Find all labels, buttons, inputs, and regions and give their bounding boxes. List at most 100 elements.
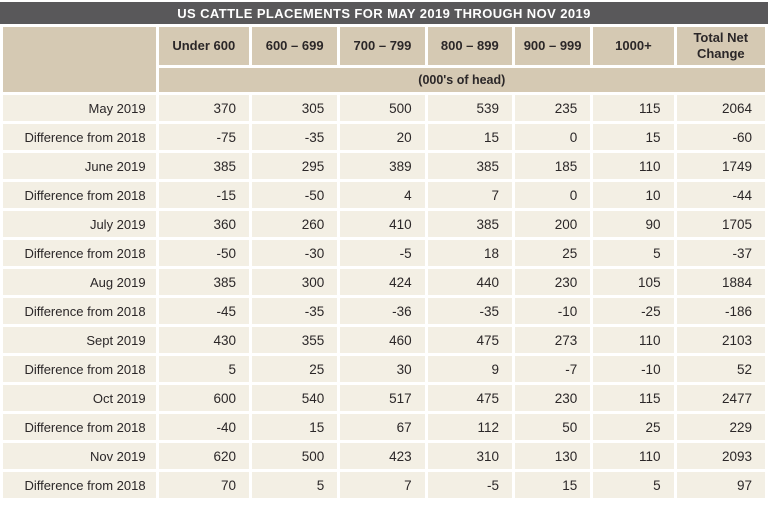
col-header-600-699: 600 – 699 bbox=[251, 27, 338, 65]
value-cell: 360 bbox=[158, 211, 249, 237]
value-cell: 235 bbox=[514, 95, 591, 121]
value-cell: 517 bbox=[340, 385, 425, 411]
value-cell: 0 bbox=[514, 124, 591, 150]
row-label: May 2019 bbox=[3, 95, 156, 121]
value-cell: 15 bbox=[593, 124, 674, 150]
value-cell: 9 bbox=[427, 356, 512, 382]
row-label: June 2019 bbox=[3, 153, 156, 179]
value-cell: -45 bbox=[158, 298, 249, 324]
table-row: Difference from 2018 -50 -30 -5 18 25 5 -37 bbox=[3, 240, 765, 266]
value-cell: 370 bbox=[158, 95, 249, 121]
value-cell: 2477 bbox=[676, 385, 765, 411]
title-bar: US CATTLE PLACEMENTS FOR MAY 2019 THROUG… bbox=[0, 2, 768, 24]
value-cell: 30 bbox=[340, 356, 425, 382]
value-cell: 440 bbox=[427, 269, 512, 295]
value-cell: 385 bbox=[158, 153, 249, 179]
value-cell: 1705 bbox=[676, 211, 765, 237]
value-cell: 500 bbox=[340, 95, 425, 121]
value-cell: 424 bbox=[340, 269, 425, 295]
value-cell: 385 bbox=[158, 269, 249, 295]
value-cell: 110 bbox=[593, 327, 674, 353]
value-cell: -10 bbox=[593, 356, 674, 382]
value-cell: 5 bbox=[251, 472, 338, 498]
value-cell: 105 bbox=[593, 269, 674, 295]
corner-cell bbox=[3, 27, 156, 92]
table-row: Difference from 2018 -15 -50 4 7 0 10 -44 bbox=[3, 182, 765, 208]
value-cell: 389 bbox=[340, 153, 425, 179]
value-cell: 115 bbox=[593, 95, 674, 121]
table-row: Aug 2019 385 300 424 440 230 105 1884 bbox=[3, 269, 765, 295]
table-row: Difference from 2018 -45 -35 -36 -35 -10 -25 -1… bbox=[3, 298, 765, 324]
row-label: Difference from 2018 bbox=[3, 356, 156, 382]
row-label: Sept 2019 bbox=[3, 327, 156, 353]
value-cell: -35 bbox=[251, 124, 338, 150]
value-cell: 67 bbox=[340, 414, 425, 440]
value-cell: 410 bbox=[340, 211, 425, 237]
col-header-800-899: 800 – 899 bbox=[427, 27, 512, 65]
value-cell: 475 bbox=[427, 385, 512, 411]
page-title: US CATTLE PLACEMENTS FOR MAY 2019 THROUG… bbox=[177, 5, 591, 21]
value-cell: 385 bbox=[427, 153, 512, 179]
table-row: Difference from 2018 70 5 7 -5 15 5 97 bbox=[3, 472, 765, 498]
row-label: Difference from 2018 bbox=[3, 240, 156, 266]
value-cell: -30 bbox=[251, 240, 338, 266]
value-cell: 2093 bbox=[676, 443, 765, 469]
row-label: Difference from 2018 bbox=[3, 182, 156, 208]
table-row: Nov 2019 620 500 423 310 130 110 2093 bbox=[3, 443, 765, 469]
value-cell: 115 bbox=[593, 385, 674, 411]
value-cell: 90 bbox=[593, 211, 674, 237]
value-cell: 4 bbox=[340, 182, 425, 208]
value-cell: 7 bbox=[340, 472, 425, 498]
value-cell: -75 bbox=[158, 124, 249, 150]
col-header-1000-plus: 1000+ bbox=[593, 27, 674, 65]
value-cell: 460 bbox=[340, 327, 425, 353]
value-cell: 70 bbox=[158, 472, 249, 498]
value-cell: -50 bbox=[158, 240, 249, 266]
value-cell: -15 bbox=[158, 182, 249, 208]
value-cell: 295 bbox=[251, 153, 338, 179]
value-cell: 110 bbox=[593, 443, 674, 469]
value-cell: 1749 bbox=[676, 153, 765, 179]
value-cell: 355 bbox=[251, 327, 338, 353]
value-cell: 20 bbox=[340, 124, 425, 150]
value-cell: 5 bbox=[158, 356, 249, 382]
col-header-total-net-change: Total Net Change bbox=[676, 27, 765, 65]
unit-row: (000's of head) bbox=[3, 68, 765, 92]
value-cell: -35 bbox=[251, 298, 338, 324]
value-cell: -50 bbox=[251, 182, 338, 208]
col-header-700-799: 700 – 799 bbox=[340, 27, 425, 65]
value-cell: 15 bbox=[427, 124, 512, 150]
value-cell: 130 bbox=[514, 443, 591, 469]
value-cell: 50 bbox=[514, 414, 591, 440]
value-cell: 25 bbox=[593, 414, 674, 440]
value-cell: -186 bbox=[676, 298, 765, 324]
table-row: June 2019 385 295 389 385 185 110 1749 bbox=[3, 153, 765, 179]
value-cell: -5 bbox=[427, 472, 512, 498]
value-cell: 2064 bbox=[676, 95, 765, 121]
value-cell: -10 bbox=[514, 298, 591, 324]
table-row: Difference from 2018 5 25 30 9 -7 -10 52 bbox=[3, 356, 765, 382]
value-cell: 5 bbox=[593, 240, 674, 266]
value-cell: 25 bbox=[514, 240, 591, 266]
row-label: Difference from 2018 bbox=[3, 414, 156, 440]
value-cell: 540 bbox=[251, 385, 338, 411]
value-cell: 600 bbox=[158, 385, 249, 411]
header-row: Under 600 600 – 699 700 – 799 800 – 899 … bbox=[3, 27, 765, 92]
row-label: Difference from 2018 bbox=[3, 298, 156, 324]
value-cell: -25 bbox=[593, 298, 674, 324]
value-cell: -7 bbox=[514, 356, 591, 382]
value-cell: 230 bbox=[514, 385, 591, 411]
value-cell: 10 bbox=[593, 182, 674, 208]
value-cell: -60 bbox=[676, 124, 765, 150]
row-label: Aug 2019 bbox=[3, 269, 156, 295]
row-label: July 2019 bbox=[3, 211, 156, 237]
table-row: July 2019 360 260 410 385 200 90 1705 bbox=[3, 211, 765, 237]
row-label: Difference from 2018 bbox=[3, 472, 156, 498]
value-cell: 7 bbox=[427, 182, 512, 208]
row-label: Difference from 2018 bbox=[3, 124, 156, 150]
value-cell: 229 bbox=[676, 414, 765, 440]
value-cell: 539 bbox=[427, 95, 512, 121]
value-cell: 97 bbox=[676, 472, 765, 498]
value-cell: 200 bbox=[514, 211, 591, 237]
